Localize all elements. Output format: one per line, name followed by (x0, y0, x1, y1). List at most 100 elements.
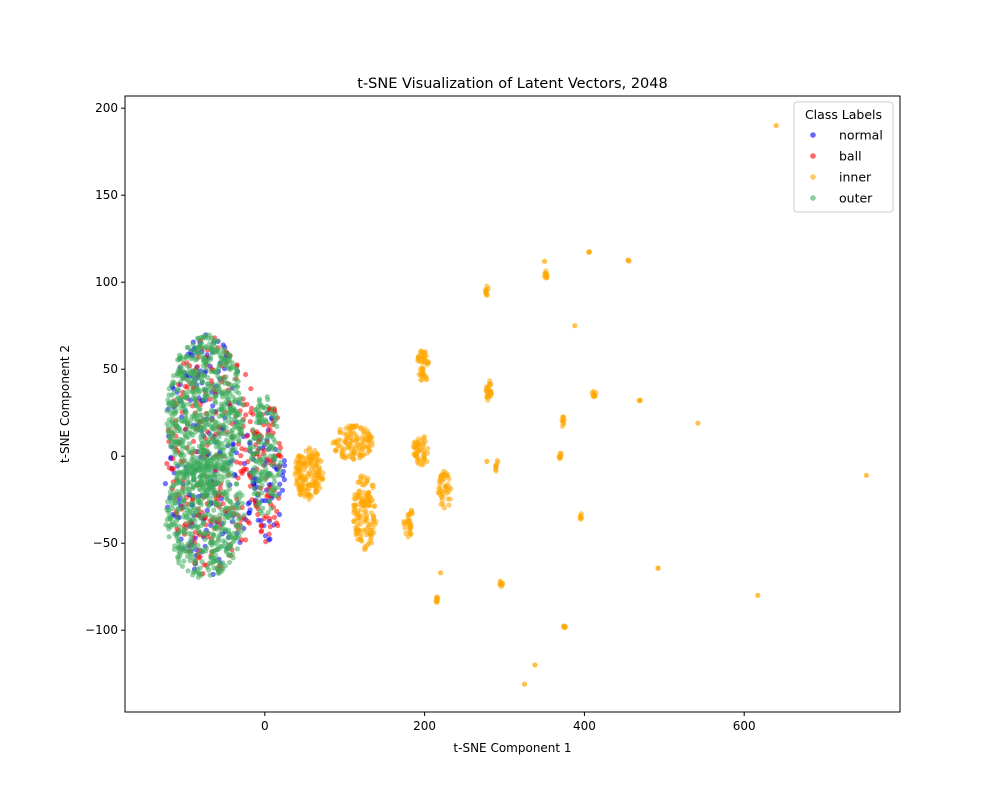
data-point (487, 388, 493, 394)
data-point (165, 498, 171, 505)
data-point (211, 472, 217, 478)
data-point (206, 332, 212, 338)
data-point (589, 390, 595, 396)
data-point (181, 369, 187, 375)
data-point (186, 388, 192, 394)
legend-label-inner: inner (839, 170, 872, 185)
data-point (356, 479, 363, 485)
data-point (309, 453, 316, 459)
data-point (196, 389, 202, 396)
data-point (184, 506, 190, 513)
data-point (229, 473, 235, 479)
data-point (358, 453, 364, 459)
data-point (274, 508, 280, 514)
data-point (263, 466, 269, 472)
data-point (239, 492, 245, 498)
data-point (200, 491, 206, 497)
x-tick-label: 400 (573, 719, 596, 733)
data-point (358, 426, 364, 432)
data-point (202, 426, 208, 432)
legend-label-ball: ball (839, 149, 862, 164)
data-point (250, 473, 256, 479)
data-point (348, 425, 354, 431)
x-axis-label: t-SNE Component 1 (453, 741, 571, 755)
legend-marker-normal (810, 132, 816, 138)
data-point (195, 468, 201, 474)
legend-marker-inner (810, 174, 816, 180)
data-point (270, 414, 276, 420)
data-point (162, 481, 168, 487)
data-point (209, 549, 215, 555)
data-point (239, 446, 245, 452)
data-point (271, 421, 277, 427)
data-point (192, 357, 198, 363)
x-axis: 0 200 400 600 (261, 712, 756, 733)
data-point (186, 530, 192, 537)
data-point (209, 517, 215, 524)
y-tick-label: 200 (95, 101, 118, 115)
data-point (355, 527, 361, 533)
data-point (424, 459, 430, 465)
data-point (625, 257, 631, 263)
data-point (755, 592, 761, 599)
data-point (351, 502, 357, 509)
data-point (266, 487, 273, 493)
data-point (236, 426, 242, 432)
data-point (260, 505, 266, 511)
data-point (313, 458, 319, 464)
data-point (208, 457, 214, 463)
data-point (266, 531, 272, 537)
data-point (218, 447, 224, 453)
data-point (493, 463, 499, 469)
data-point (265, 509, 271, 516)
data-point (214, 478, 220, 485)
plot-area (162, 123, 870, 687)
y-tick-label: 100 (95, 275, 118, 289)
data-point (342, 439, 348, 445)
data-point (216, 538, 222, 544)
data-point (306, 445, 312, 451)
data-point (438, 489, 444, 495)
data-point (277, 467, 283, 473)
data-point (191, 448, 197, 454)
data-point (180, 482, 186, 488)
data-point (275, 484, 281, 490)
data-point (318, 458, 324, 464)
data-point (211, 525, 217, 531)
data-point (407, 520, 413, 527)
data-point (165, 424, 171, 430)
data-point (268, 453, 274, 459)
data-point (224, 432, 230, 438)
data-point (190, 438, 197, 444)
data-point (445, 473, 451, 479)
data-point (276, 448, 282, 454)
data-point (532, 662, 538, 668)
data-point (219, 543, 225, 549)
data-point (218, 390, 224, 396)
data-point (230, 555, 236, 561)
data-point (176, 523, 182, 529)
data-point (170, 381, 176, 387)
data-point (695, 420, 701, 426)
data-point (198, 515, 204, 521)
data-point (347, 430, 353, 436)
data-point (418, 377, 424, 383)
data-point (356, 448, 362, 454)
data-point (179, 563, 185, 569)
data-point (268, 506, 274, 512)
data-point (210, 408, 216, 415)
data-point (773, 123, 779, 129)
data-point (213, 464, 219, 470)
x-tick-label: 200 (413, 719, 436, 733)
data-point (255, 410, 261, 416)
data-point (351, 430, 357, 437)
data-point (187, 480, 193, 486)
data-point (168, 485, 174, 491)
data-point (319, 477, 326, 483)
data-point (211, 435, 217, 441)
data-point (358, 499, 365, 505)
data-point (185, 462, 191, 468)
data-point (200, 521, 207, 527)
data-point (195, 335, 201, 341)
